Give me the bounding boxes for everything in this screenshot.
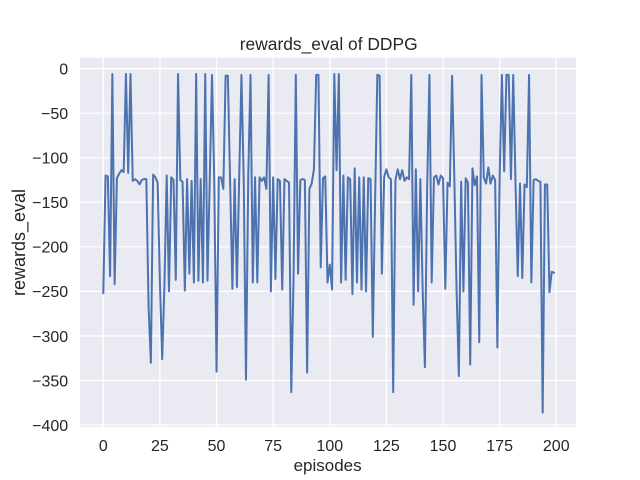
svg-text:125: 125 xyxy=(373,438,400,455)
svg-text:−150: −150 xyxy=(32,195,68,212)
svg-text:−350: −350 xyxy=(32,373,68,390)
svg-text:−400: −400 xyxy=(32,418,68,435)
svg-text:100: 100 xyxy=(316,438,343,455)
svg-text:−200: −200 xyxy=(32,240,68,257)
svg-text:150: 150 xyxy=(430,438,457,455)
svg-text:175: 175 xyxy=(486,438,513,455)
svg-text:−300: −300 xyxy=(32,329,68,346)
svg-text:−50: −50 xyxy=(41,106,68,123)
svg-text:0: 0 xyxy=(99,438,108,455)
svg-text:200: 200 xyxy=(543,438,570,455)
svg-text:25: 25 xyxy=(151,438,169,455)
svg-text:−250: −250 xyxy=(32,284,68,301)
svg-text:−100: −100 xyxy=(32,151,68,168)
svg-text:75: 75 xyxy=(264,438,282,455)
svg-text:episodes: episodes xyxy=(294,456,362,475)
svg-text:50: 50 xyxy=(208,438,226,455)
svg-text:0: 0 xyxy=(59,61,68,78)
svg-text:rewards_eval: rewards_eval xyxy=(9,189,30,296)
svg-text:rewards_eval of DDPG: rewards_eval of DDPG xyxy=(240,34,418,54)
